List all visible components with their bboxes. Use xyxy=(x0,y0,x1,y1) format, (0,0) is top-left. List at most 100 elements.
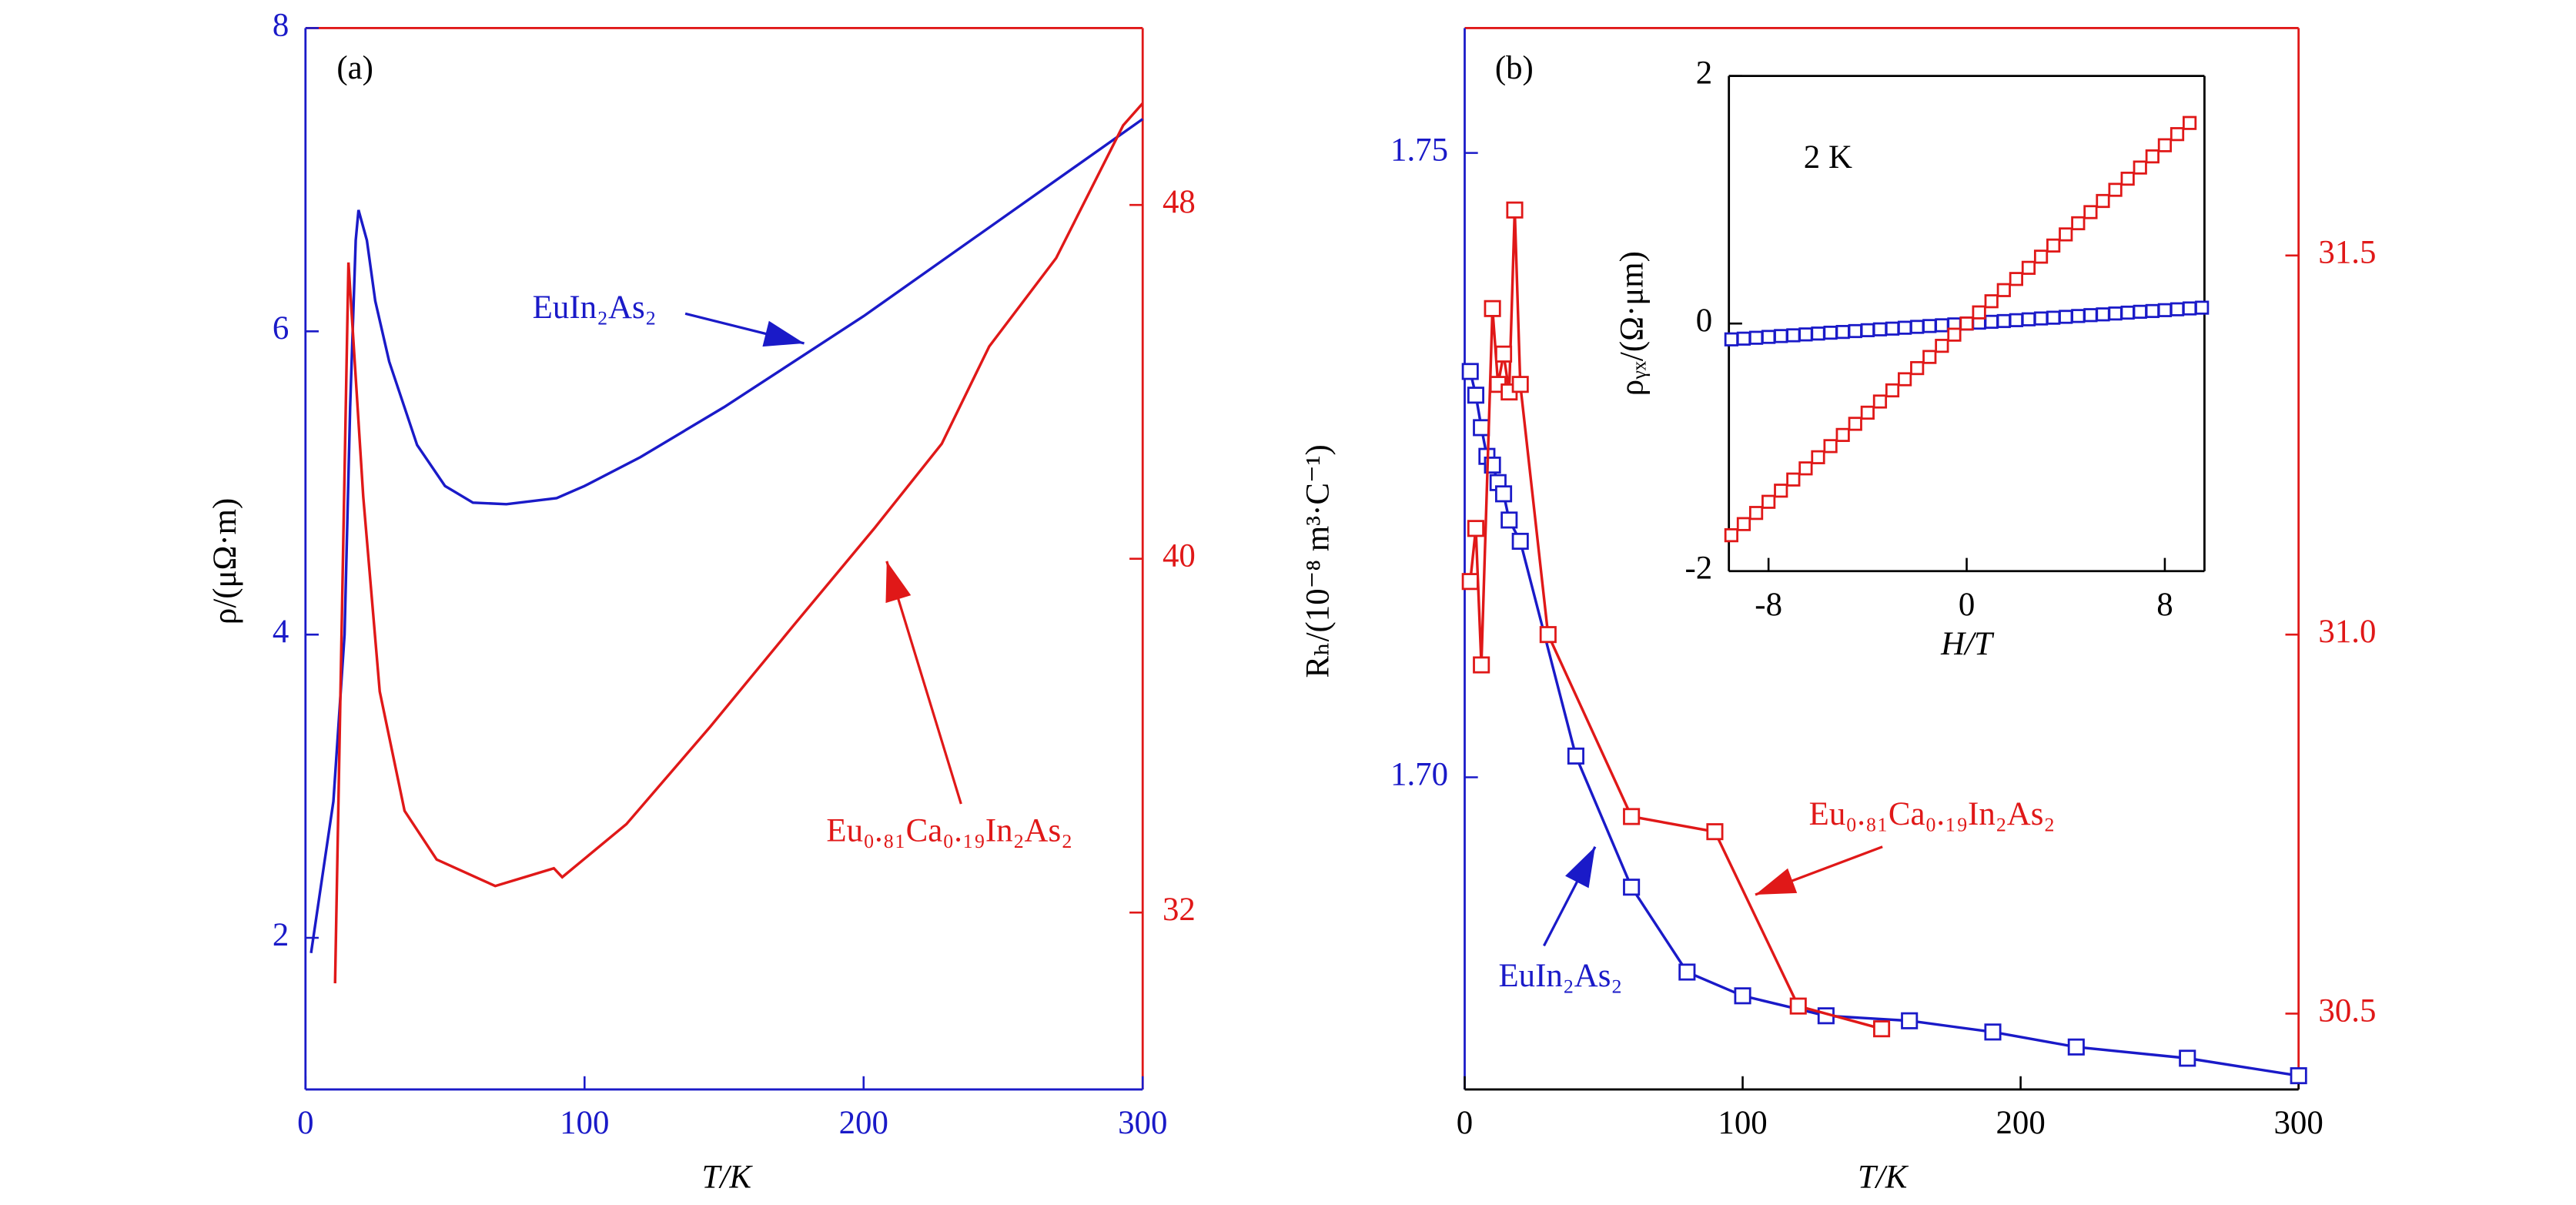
data-point xyxy=(1910,360,1925,376)
y2-tick-label: 30.5 xyxy=(2318,992,2376,1029)
y2-tick-label: 31.0 xyxy=(2318,614,2376,650)
data-point xyxy=(2046,310,2061,325)
data-point xyxy=(1495,345,1513,363)
data-point xyxy=(1811,326,1825,341)
data-point xyxy=(1959,316,1974,331)
data-point xyxy=(1678,963,1696,981)
y-tick-label: 1.70 xyxy=(1390,756,1448,792)
data-point xyxy=(1511,376,1529,393)
data-point xyxy=(2067,1038,2085,1056)
data-point xyxy=(1706,823,1724,841)
data-point xyxy=(1467,387,1484,404)
data-point xyxy=(1500,511,1518,529)
data-point xyxy=(2170,127,2185,142)
data-point xyxy=(1885,383,1900,398)
data-point xyxy=(2179,1049,2196,1067)
data-point xyxy=(2170,302,2185,316)
data-point xyxy=(2182,115,2197,130)
data-point xyxy=(1811,450,1825,464)
data-point xyxy=(2145,303,2159,319)
data-point xyxy=(2059,227,2073,242)
x-tick-label: 200 xyxy=(1996,1105,2045,1141)
y-tick-label: 6 xyxy=(273,310,289,346)
data-point xyxy=(1567,747,1584,765)
x-tick-label: 0 xyxy=(1959,587,1975,623)
y-axis-label: ρ/(μΩ·m) xyxy=(207,498,243,624)
data-point xyxy=(1935,339,1949,353)
data-point xyxy=(1922,319,1937,333)
data-point xyxy=(1774,484,1788,498)
data-point xyxy=(2071,309,2086,323)
data-point xyxy=(1774,329,1788,343)
x-tick-label: 100 xyxy=(560,1105,609,1141)
data-point xyxy=(2120,171,2135,186)
x-tick-label: 200 xyxy=(839,1105,888,1141)
data-point xyxy=(1897,320,1912,335)
y2-tick-label: 48 xyxy=(1163,184,1196,220)
data-point xyxy=(1848,323,1862,339)
data-point xyxy=(1786,328,1801,343)
series-label: EuIn₂As₂ xyxy=(1498,958,1622,994)
y-axis-label: ρᵧₓ/(Ω·μm) xyxy=(1614,251,1650,396)
series-label: EuIn₂As₂ xyxy=(533,290,657,326)
data-point xyxy=(2108,306,2123,321)
x-tick-label: -8 xyxy=(1755,587,1782,623)
series-line xyxy=(309,118,1144,953)
data-point xyxy=(1724,528,1739,543)
data-point xyxy=(1885,321,1900,336)
data-point xyxy=(1972,305,1986,320)
data-point xyxy=(1984,294,1999,309)
y-tick-label: 2 xyxy=(273,917,289,953)
data-point xyxy=(1736,517,1751,531)
x-tick-label: 100 xyxy=(1718,1105,1767,1141)
x-tick-label: 0 xyxy=(297,1105,313,1141)
data-point xyxy=(1984,1023,2002,1041)
data-point xyxy=(1748,506,1764,520)
data-point xyxy=(2108,182,2123,197)
data-point xyxy=(1506,201,1524,219)
data-point xyxy=(1761,494,1776,509)
data-point xyxy=(1996,313,2011,329)
data-point xyxy=(1786,472,1801,487)
data-point xyxy=(1461,363,1479,380)
annotation-arrow xyxy=(885,561,962,805)
y2-tick-label: 31.5 xyxy=(2318,235,2376,271)
data-point xyxy=(2083,308,2098,323)
data-point xyxy=(2133,160,2147,175)
arrow-head xyxy=(1565,846,1595,889)
data-point xyxy=(1748,330,1764,345)
y-tick-label: -2 xyxy=(1685,551,1713,587)
y-axis-label: Rₕ/(10⁻⁸ m³·C⁻¹) xyxy=(1300,444,1337,678)
y-tick-label: 8 xyxy=(273,7,289,43)
annotation: 2 K xyxy=(1804,139,1852,176)
data-point xyxy=(1484,300,1501,317)
data-point xyxy=(1823,439,1838,454)
data-point xyxy=(1860,323,1875,337)
data-point xyxy=(2046,238,2061,253)
data-point xyxy=(1901,1012,1919,1029)
data-point xyxy=(1873,1020,1891,1038)
y2-tick-label: 40 xyxy=(1163,538,1196,574)
data-point xyxy=(1897,372,1912,387)
data-point xyxy=(1798,327,1813,342)
series-label: Eu₀.₈₁Ca₀.₁₉In₂As₂ xyxy=(1809,796,2056,832)
data-point xyxy=(2083,205,2098,219)
data-point xyxy=(2096,307,2110,322)
panel-label: (a) xyxy=(336,50,373,86)
series-line xyxy=(1469,209,1882,1030)
data-point xyxy=(1511,532,1529,551)
data-point xyxy=(2290,1067,2307,1085)
data-point xyxy=(1623,808,1641,825)
y-tick-label: 1.75 xyxy=(1390,132,1448,168)
data-point xyxy=(1736,331,1751,346)
x-tick-label: 0 xyxy=(1457,1105,1473,1141)
data-point xyxy=(1798,461,1813,476)
data-point xyxy=(1623,879,1641,896)
data-point xyxy=(1996,283,2011,297)
data-point xyxy=(1761,330,1776,344)
data-point xyxy=(1872,322,1888,336)
data-point xyxy=(1823,325,1838,340)
data-point xyxy=(1872,394,1888,409)
data-point xyxy=(2195,300,2210,315)
